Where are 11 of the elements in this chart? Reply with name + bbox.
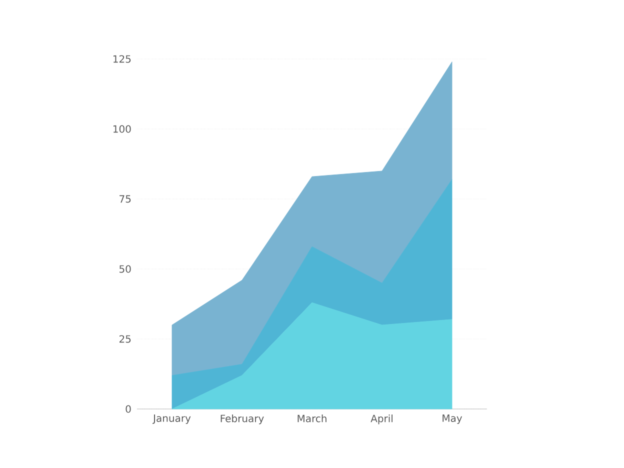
y-tick-label: 75 xyxy=(120,195,131,203)
y-tick-label: 125 xyxy=(113,55,131,63)
y-tick-label: 0 xyxy=(126,405,131,413)
x-tick-label: April xyxy=(370,414,392,424)
y-tick-label: 100 xyxy=(113,125,131,133)
x-tick-label: February xyxy=(220,414,264,424)
x-tick-label: January xyxy=(152,414,191,424)
y-tick-label: 25 xyxy=(119,335,131,343)
x-tick-label: May xyxy=(442,414,462,424)
y-tick-label: 50 xyxy=(120,265,131,273)
x-tick-label: March xyxy=(298,414,326,422)
